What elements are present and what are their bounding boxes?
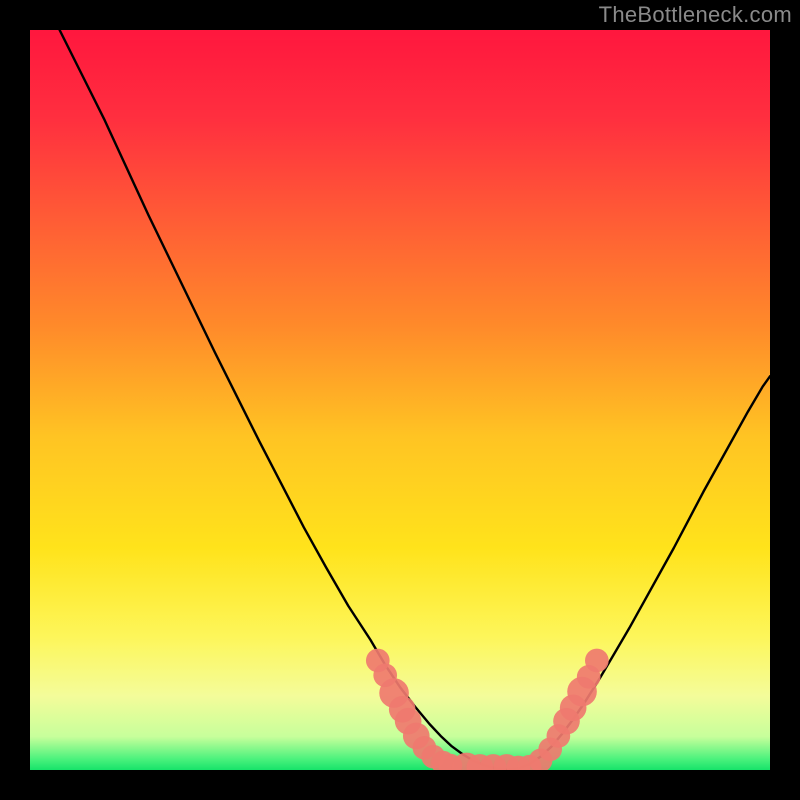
plot-background [30, 30, 770, 770]
watermark-text: TheBottleneck.com [599, 2, 792, 28]
chart-canvas [0, 0, 800, 800]
chart-frame: TheBottleneck.com [0, 0, 800, 800]
scatter-point [585, 649, 609, 673]
